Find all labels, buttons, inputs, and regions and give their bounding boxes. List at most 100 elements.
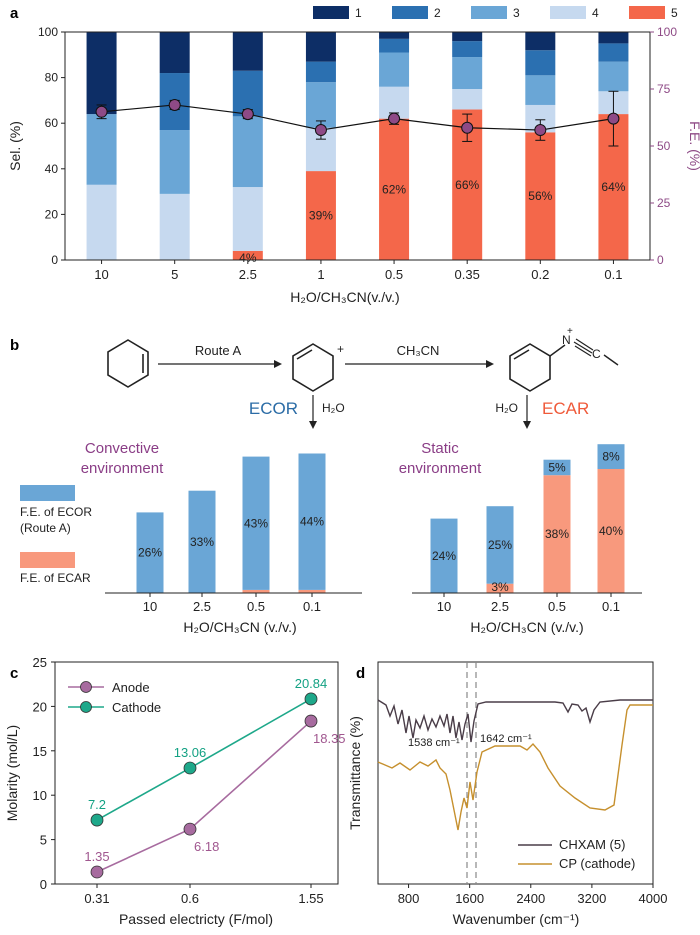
annotation-1642: 1642 cm⁻¹ <box>480 733 532 745</box>
panel-a: 1 2 3 4 5 4% 39% 62% 66% 56% 64% 0 20 40 60 80 100 0 25 5… <box>7 6 700 305</box>
x-tick-a-2.5: 2.5 <box>239 267 257 282</box>
bar-label-2.5: 33% <box>190 535 214 549</box>
bar-4-2.5 <box>232 187 263 251</box>
bar-2-0.2 <box>525 50 556 76</box>
bar-1-2.5 <box>232 32 263 71</box>
y2-tick-a-0: 0 <box>657 253 664 267</box>
legend-label-cp: CP (cathode) <box>559 856 635 871</box>
bar-label-1: 39% <box>309 209 333 223</box>
x-tick-pbl-0.1: 0.1 <box>303 599 321 614</box>
point-label-cathode-0.31: 7.2 <box>88 797 106 812</box>
bar-label-0.1: 64% <box>601 180 625 194</box>
y-tick-a-40: 40 <box>45 162 59 176</box>
x-tick-pbl-2.5: 2.5 <box>193 599 211 614</box>
bar-3-0.35 <box>452 57 483 89</box>
panel-c: 0 5 10 15 20 25 0.31 0.6 1.55 1.35 6.18 18.35 7.2 13… <box>4 655 346 927</box>
bar-ecar-0.1 <box>298 589 326 593</box>
bar-1-0.5 <box>379 32 410 39</box>
y-tick-a-80: 80 <box>45 71 59 85</box>
bar-label-ecor-2.5: 25% <box>488 538 512 552</box>
legend-marker-cathode <box>80 701 92 713</box>
x-tick-d-800: 800 <box>398 891 420 906</box>
bar-4-10 <box>86 184 117 260</box>
lines-c: 1.35 6.18 18.35 7.2 13.06 20.84 <box>84 676 346 879</box>
x-tick-a-0.2: 0.2 <box>531 267 549 282</box>
nitrilium-intermediate <box>509 343 551 392</box>
ecor-label: ECOR <box>249 399 298 418</box>
x-axis-label-b-right: H₂O/CH₃CN (v./v.) <box>470 619 583 635</box>
bar-1-5 <box>159 32 190 74</box>
bar-ecor-0.1 <box>597 444 625 469</box>
bar-ecor-0.1 <box>298 453 326 590</box>
bar-2-0.5 <box>379 38 410 53</box>
fe-point-0.35 <box>461 121 474 134</box>
panel-label-d: d <box>356 665 365 682</box>
bar-1-10 <box>86 32 117 115</box>
bar-2-0.35 <box>452 41 483 58</box>
point-label-anode-0.31: 1.35 <box>84 849 109 864</box>
static-title-line1: Static <box>421 440 459 457</box>
bar-4-5 <box>159 193 190 260</box>
y-axis-label-c: Molarity (mol/L) <box>4 725 20 821</box>
bar-label-ecar-0.5: 38% <box>545 527 569 541</box>
legend-a: 1 2 3 4 5 <box>313 6 678 20</box>
x-tick-a-5: 5 <box>171 267 178 282</box>
legend-swatch-3 <box>471 6 507 19</box>
x-tick-a-0.5: 0.5 <box>385 267 403 282</box>
bar-ecor-10 <box>136 512 164 593</box>
panel-d: 800 1600 2400 3200 4000 1538 cm⁻¹ 1642 cm⁻¹ … <box>347 661 667 927</box>
axes-a: 0 20 40 60 80 100 0 25 50 75 100 10 5 2.5 1 0.5 0.35 0.2 0… <box>38 25 677 282</box>
legend-swatch-5 <box>629 6 665 19</box>
x-tick-a-1: 1 <box>317 267 324 282</box>
legend-swatch-4 <box>550 6 586 19</box>
legend-label-1: 1 <box>355 6 362 20</box>
x-tick-pbr-2.5: 2.5 <box>491 599 509 614</box>
bar-3-0.5 <box>379 52 410 87</box>
bar-2-0.1 <box>598 43 629 62</box>
y2-tick-a-75: 75 <box>657 82 671 96</box>
bar-label-ecor-10: 24% <box>432 549 456 563</box>
cyclohexene-molecule <box>107 339 149 388</box>
svg-text:N: N <box>562 333 571 347</box>
bar-5-1 <box>305 171 336 260</box>
bar-3-0.1 <box>598 61 629 92</box>
legend-label-ecor-line1: F.E. of ECOR <box>20 505 92 519</box>
x-tick-a-10: 10 <box>94 267 108 282</box>
x-tick-c-1.55: 1.55 <box>298 891 323 906</box>
bar-2-1 <box>305 61 336 83</box>
y-tick-a-0: 0 <box>51 253 58 267</box>
bar-5-2.5 <box>232 250 263 260</box>
bar-ecar-2.5 <box>486 583 514 593</box>
static-title-line2: environment <box>399 460 482 477</box>
bar-label-0.1: 44% <box>300 515 324 529</box>
bar-label-2.5: 4% <box>239 251 257 265</box>
bar-1-0.35 <box>452 32 483 42</box>
bar-1-0.1 <box>598 32 629 44</box>
svg-text:+: + <box>567 326 573 337</box>
legend-label-4: 4 <box>592 6 599 20</box>
panel-b-left: Convective environment 26% 33% 43% 44% 10 2.… <box>20 440 362 635</box>
h2o-right-label: H₂O <box>495 401 518 415</box>
bar-labels-a: 4% 39% 62% 66% 56% 64% <box>239 178 626 265</box>
fe-point-0.2 <box>534 124 547 137</box>
legend-label-ecor-line2: (Route A) <box>20 521 71 535</box>
bar-ecar-0.5 <box>242 589 270 593</box>
bar-label-ecor-0.5: 5% <box>548 460 566 474</box>
reaction-scheme: Route A + CH₃CN N + C H₂O ECOR H₂O ECAR <box>107 326 619 429</box>
y2-tick-a-50: 50 <box>657 139 671 153</box>
series-line-chxam <box>377 699 653 743</box>
fe-point-5 <box>168 98 181 111</box>
frame-a <box>64 31 651 261</box>
bars-a <box>86 32 629 261</box>
bar-label-ecar-2.5: 3% <box>491 580 509 594</box>
y-tick-c-15: 15 <box>33 744 47 759</box>
bar-ecor-0.5 <box>543 459 571 476</box>
x-axis-label-d: Wavenumber (cm⁻¹) <box>453 911 580 927</box>
fe-point-1 <box>314 124 327 137</box>
legend-swatch-1 <box>313 6 349 19</box>
fe-line-a <box>95 90 620 147</box>
x-tick-pbr-0.1: 0.1 <box>602 599 620 614</box>
y-tick-a-60: 60 <box>45 116 59 130</box>
x-tick-c-0.6: 0.6 <box>181 891 199 906</box>
